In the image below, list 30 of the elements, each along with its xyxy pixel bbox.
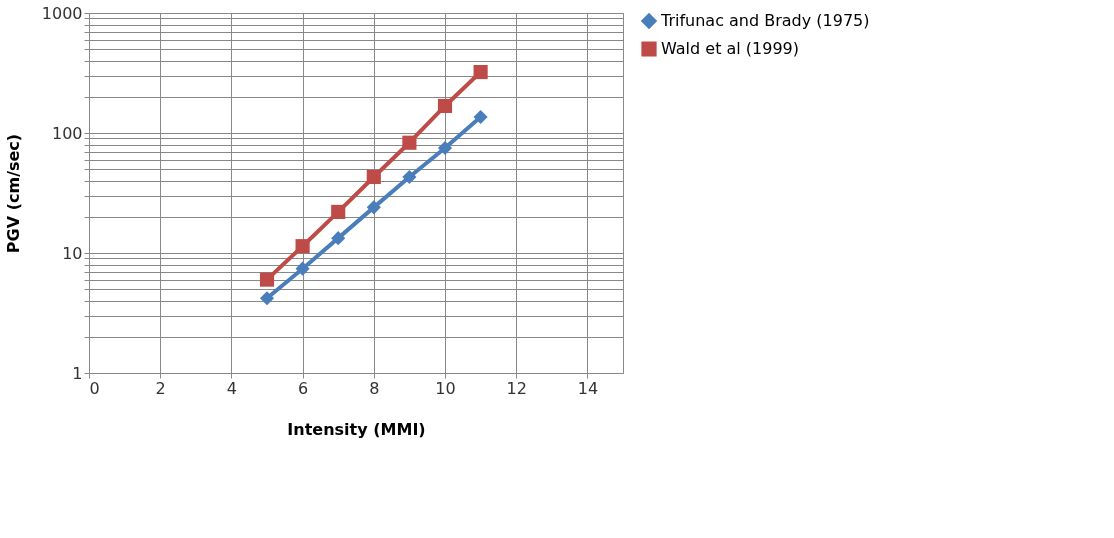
point (331, 204, 346, 219)
point (437, 98, 453, 114)
x-tick-label: 4 (226, 378, 237, 398)
point (331, 231, 346, 246)
point (366, 169, 381, 185)
point (259, 291, 275, 306)
point (295, 239, 310, 254)
point (295, 261, 310, 276)
x-tick-label: 0 (89, 378, 100, 398)
point (437, 140, 453, 156)
point (473, 64, 488, 80)
x-tick-label: 2 (155, 378, 166, 398)
x-tick-label: 6 (298, 378, 309, 398)
y-axis-title: PGV (cm/sec) (3, 133, 23, 254)
point (366, 200, 381, 215)
legend-label: Wald et al (1999) (661, 39, 800, 58)
x-axis-title: Intensity (MMI) (287, 419, 426, 439)
point (402, 135, 417, 150)
y-tick-label: 1 (72, 363, 83, 383)
y-tick-label: 1000 (41, 3, 83, 23)
y-tick-label: 10 (62, 243, 83, 263)
legend-label: Trifunac and Brady (1975) (660, 11, 870, 30)
x-tick-label: 12 (506, 378, 527, 398)
x-tick-label: 14 (577, 378, 599, 398)
point (402, 169, 417, 185)
x-tick-label: 10 (435, 378, 456, 398)
y-tick-label: 100 (51, 123, 83, 143)
point (473, 109, 488, 125)
point (259, 272, 275, 287)
x-tick-label: 8 (369, 378, 380, 398)
